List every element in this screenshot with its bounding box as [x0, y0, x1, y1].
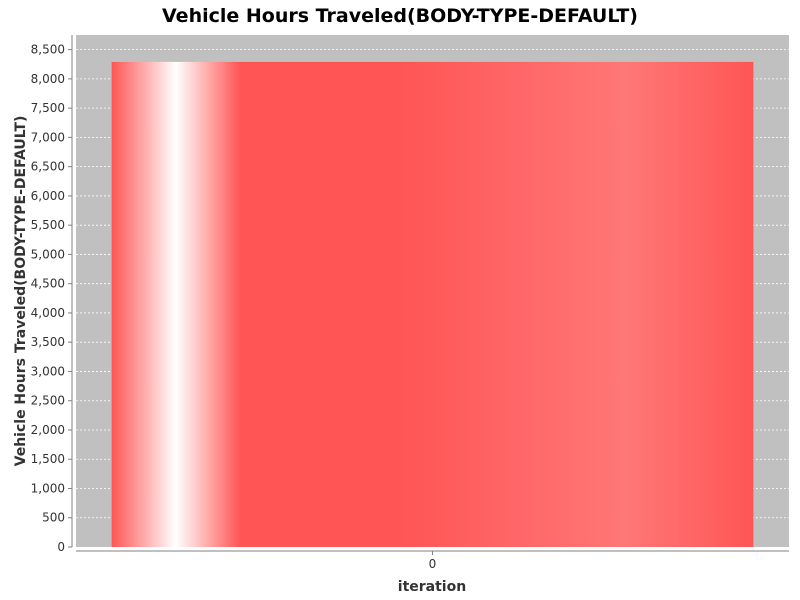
y-tick-label: 5,500: [31, 218, 65, 232]
y-tick-label: 1,000: [31, 481, 65, 495]
y-axis-label: Vehicle Hours Traveled(BODY-TYPE-DEFAULT…: [13, 116, 29, 467]
x-axis-label: iteration: [398, 579, 466, 595]
bar: [111, 61, 754, 548]
y-tick-label: 2,500: [31, 394, 65, 408]
y-tick-label: 2,000: [31, 423, 65, 437]
y-tick-label: 7,500: [31, 101, 65, 115]
y-tick-label: 6,500: [31, 160, 65, 174]
y-tick-label: 4,500: [31, 277, 65, 291]
bars: [111, 61, 754, 548]
y-tick-label: 3,500: [31, 335, 65, 349]
y-tick-label: 3,000: [31, 364, 65, 378]
y-tick-label: 5,000: [31, 247, 65, 261]
y-tick-label: 8,500: [31, 43, 65, 57]
y-tick-label: 0: [57, 540, 65, 554]
y-axis-ticks: 0 500 1,000 1,500 2,000 2,500 3,000 3,500 4,000 4…: [31, 43, 72, 554]
y-tick-label: 4,000: [31, 306, 65, 320]
x-axis-ticks: 0: [429, 551, 437, 571]
x-tick-label: 0: [429, 557, 437, 571]
y-tick-label: 8,000: [31, 72, 65, 86]
y-tick-label: 7,000: [31, 130, 65, 144]
y-tick-label: 500: [42, 511, 65, 525]
y-tick-label: 1,500: [31, 452, 65, 466]
y-tick-label: 6,000: [31, 189, 65, 203]
chart-title: Vehicle Hours Traveled(BODY-TYPE-DEFAULT…: [162, 5, 638, 27]
